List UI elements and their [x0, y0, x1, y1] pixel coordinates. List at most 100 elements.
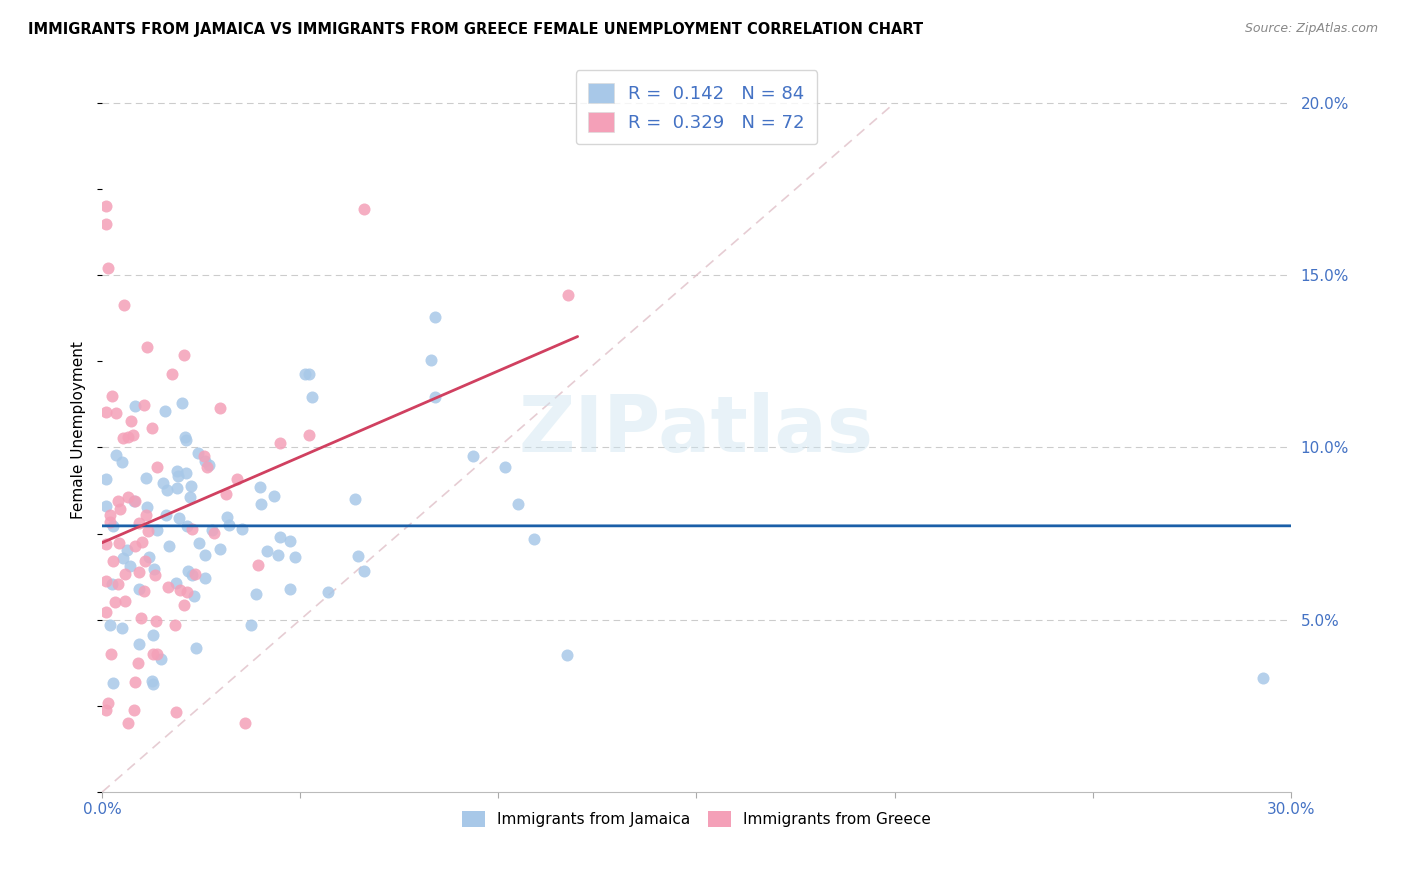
Point — [181, 568, 204, 582]
Point — [173, 430, 195, 444]
Point — [263, 490, 285, 504]
Point — [128, 516, 150, 530]
Point — [195, 460, 218, 475]
Point — [152, 476, 174, 491]
Point — [104, 595, 127, 609]
Point — [353, 564, 375, 578]
Point — [267, 549, 290, 563]
Point — [96, 703, 118, 717]
Point — [96, 605, 118, 619]
Point — [149, 651, 172, 665]
Point — [156, 483, 179, 497]
Point — [111, 621, 134, 635]
Point — [118, 559, 141, 574]
Point — [301, 390, 323, 404]
Point — [108, 501, 131, 516]
Point — [184, 640, 207, 655]
Point — [247, 558, 270, 572]
Point — [96, 472, 118, 486]
Point — [96, 199, 118, 213]
Point — [117, 430, 139, 444]
Point — [169, 583, 191, 598]
Point — [120, 415, 142, 429]
Point — [235, 716, 257, 731]
Point — [177, 564, 200, 578]
Point — [173, 348, 195, 362]
Point — [198, 458, 221, 472]
Point — [131, 535, 153, 549]
Point — [423, 310, 446, 324]
Point — [124, 494, 146, 508]
Point — [132, 583, 155, 598]
Point — [172, 396, 194, 410]
Point — [555, 648, 578, 663]
Point — [1251, 671, 1274, 685]
Point — [135, 340, 157, 354]
Point — [111, 455, 134, 469]
Point — [117, 542, 139, 557]
Point — [101, 676, 124, 690]
Point — [100, 647, 122, 661]
Point — [239, 618, 262, 632]
Point — [146, 459, 169, 474]
Point — [136, 500, 159, 514]
Point — [353, 202, 375, 216]
Point — [256, 544, 278, 558]
Point — [218, 518, 240, 533]
Point — [226, 472, 249, 486]
Point — [142, 628, 165, 642]
Point — [215, 510, 238, 524]
Point — [201, 524, 224, 538]
Point — [124, 675, 146, 690]
Point — [142, 677, 165, 691]
Point — [173, 598, 195, 612]
Point — [245, 587, 267, 601]
Point — [128, 582, 150, 596]
Point — [128, 566, 150, 580]
Point — [145, 614, 167, 628]
Point — [100, 577, 122, 591]
Point — [284, 550, 307, 565]
Point — [187, 536, 209, 550]
Point — [135, 470, 157, 484]
Point — [134, 398, 156, 412]
Point — [278, 582, 301, 596]
Point — [208, 401, 231, 415]
Point — [145, 523, 167, 537]
Point — [124, 399, 146, 413]
Text: ZIPatlas: ZIPatlas — [519, 392, 875, 468]
Point — [157, 539, 180, 553]
Point — [523, 532, 546, 546]
Point — [135, 508, 157, 522]
Point — [249, 480, 271, 494]
Point — [193, 449, 215, 463]
Point — [209, 542, 232, 557]
Point — [166, 482, 188, 496]
Point — [122, 704, 145, 718]
Point — [181, 522, 204, 536]
Legend: Immigrants from Jamaica, Immigrants from Greece: Immigrants from Jamaica, Immigrants from… — [454, 804, 939, 835]
Point — [134, 554, 156, 568]
Point — [142, 648, 165, 662]
Point — [111, 431, 134, 445]
Text: Source: ZipAtlas.com: Source: ZipAtlas.com — [1244, 22, 1378, 36]
Point — [202, 525, 225, 540]
Point — [101, 389, 124, 403]
Point — [494, 460, 516, 475]
Point — [183, 589, 205, 603]
Point — [166, 464, 188, 478]
Point — [96, 405, 118, 419]
Text: IMMIGRANTS FROM JAMAICA VS IMMIGRANTS FROM GREECE FEMALE UNEMPLOYMENT CORRELATIO: IMMIGRANTS FROM JAMAICA VS IMMIGRANTS FR… — [28, 22, 924, 37]
Point — [107, 576, 129, 591]
Point — [160, 367, 183, 381]
Point — [215, 487, 238, 501]
Point — [176, 519, 198, 533]
Point — [122, 428, 145, 442]
Point — [127, 657, 149, 671]
Point — [98, 618, 121, 632]
Point — [117, 491, 139, 505]
Point — [269, 530, 291, 544]
Point — [165, 705, 187, 719]
Point — [114, 567, 136, 582]
Point — [96, 537, 118, 551]
